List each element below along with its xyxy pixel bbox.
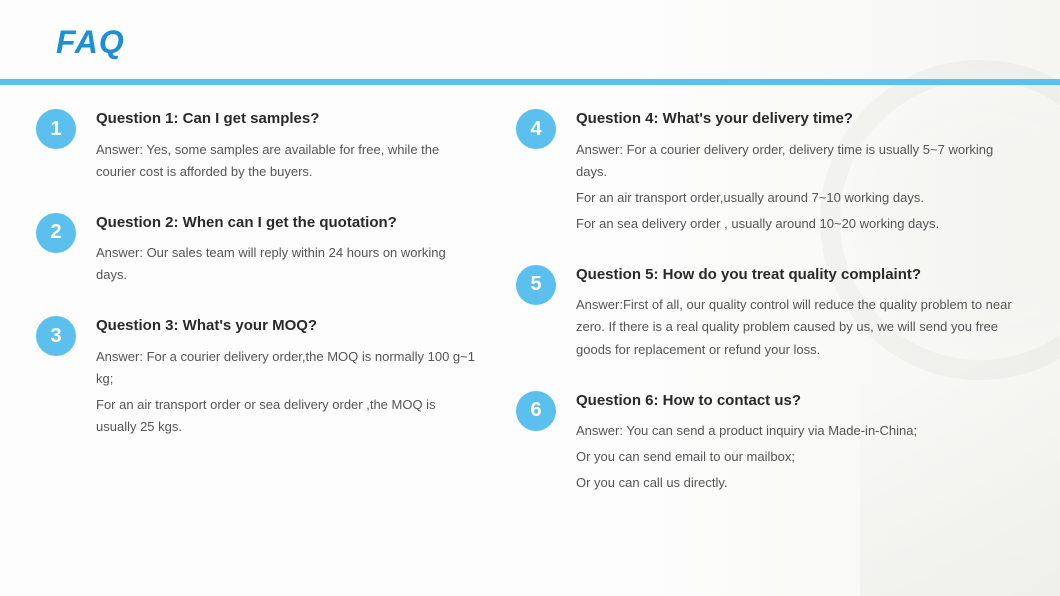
- faq-answer: Answer:First of all, our quality control…: [576, 294, 1024, 360]
- number-badge: 2: [36, 213, 76, 253]
- faq-answer-line: Answer: For a courier delivery order,the…: [96, 346, 476, 390]
- faq-item: 2 Question 2: When can I get the quotatio…: [36, 213, 476, 291]
- faq-body: Question 1: Can I get samples? Answer: Ye…: [96, 109, 476, 187]
- faq-column-right: 4 Question 4: What's your delivery time? A…: [516, 109, 1024, 498]
- faq-item: 5 Question 5: How do you treat quality co…: [516, 265, 1024, 365]
- number-badge: 6: [516, 391, 556, 431]
- faq-answer-line: For an air transport order or sea delive…: [96, 394, 476, 438]
- faq-answer-line: Or you can call us directly.: [576, 472, 1024, 494]
- page-title: FAQ: [56, 24, 1060, 61]
- number-badge: 3: [36, 316, 76, 356]
- faq-question: Question 6: How to contact us?: [576, 391, 1024, 411]
- faq-question: Question 3: What's your MOQ?: [96, 316, 476, 336]
- faq-item: 6 Question 6: How to contact us? Answer: Y…: [516, 391, 1024, 499]
- faq-answer-line: Answer: Yes, some samples are available …: [96, 139, 476, 183]
- faq-answer-line: Answer: For a courier delivery order, de…: [576, 139, 1024, 183]
- faq-answer-line: Answer: You can send a product inquiry v…: [576, 420, 1024, 442]
- faq-item: 4 Question 4: What's your delivery time? A…: [516, 109, 1024, 239]
- faq-answer-line: For an sea delivery order , usually arou…: [576, 213, 1024, 235]
- faq-content: 1 Question 1: Can I get samples? Answer: Y…: [0, 85, 1060, 498]
- faq-question: Question 5: How do you treat quality com…: [576, 265, 1024, 285]
- number-badge: 5: [516, 265, 556, 305]
- faq-answer: Answer: For a courier delivery order,the…: [96, 346, 476, 438]
- faq-body: Question 5: How do you treat quality com…: [576, 265, 1024, 365]
- faq-item: 3 Question 3: What's your MOQ? Answer: For…: [36, 316, 476, 442]
- faq-answer: Answer: For a courier delivery order, de…: [576, 139, 1024, 235]
- faq-answer: Answer: Yes, some samples are available …: [96, 139, 476, 183]
- faq-answer: Answer: You can send a product inquiry v…: [576, 420, 1024, 494]
- faq-answer-line: For an air transport order,usually aroun…: [576, 187, 1024, 209]
- faq-answer-line: Answer:First of all, our quality control…: [576, 294, 1024, 360]
- faq-body: Question 2: When can I get the quotation…: [96, 213, 476, 291]
- faq-column-left: 1 Question 1: Can I get samples? Answer: Y…: [36, 109, 476, 498]
- faq-question: Question 4: What's your delivery time?: [576, 109, 1024, 129]
- number-badge: 1: [36, 109, 76, 149]
- faq-body: Question 4: What's your delivery time? An…: [576, 109, 1024, 239]
- faq-answer: Answer: Our sales team will reply within…: [96, 242, 476, 286]
- faq-item: 1 Question 1: Can I get samples? Answer: Y…: [36, 109, 476, 187]
- faq-body: Question 6: How to contact us? Answer: Yo…: [576, 391, 1024, 499]
- faq-answer-line: Or you can send email to our mailbox;: [576, 446, 1024, 468]
- faq-question: Question 2: When can I get the quotation…: [96, 213, 476, 233]
- number-badge: 4: [516, 109, 556, 149]
- faq-body: Question 3: What's your MOQ? Answer: For …: [96, 316, 476, 442]
- faq-question: Question 1: Can I get samples?: [96, 109, 476, 129]
- faq-answer-line: Answer: Our sales team will reply within…: [96, 242, 476, 286]
- header: FAQ: [0, 0, 1060, 61]
